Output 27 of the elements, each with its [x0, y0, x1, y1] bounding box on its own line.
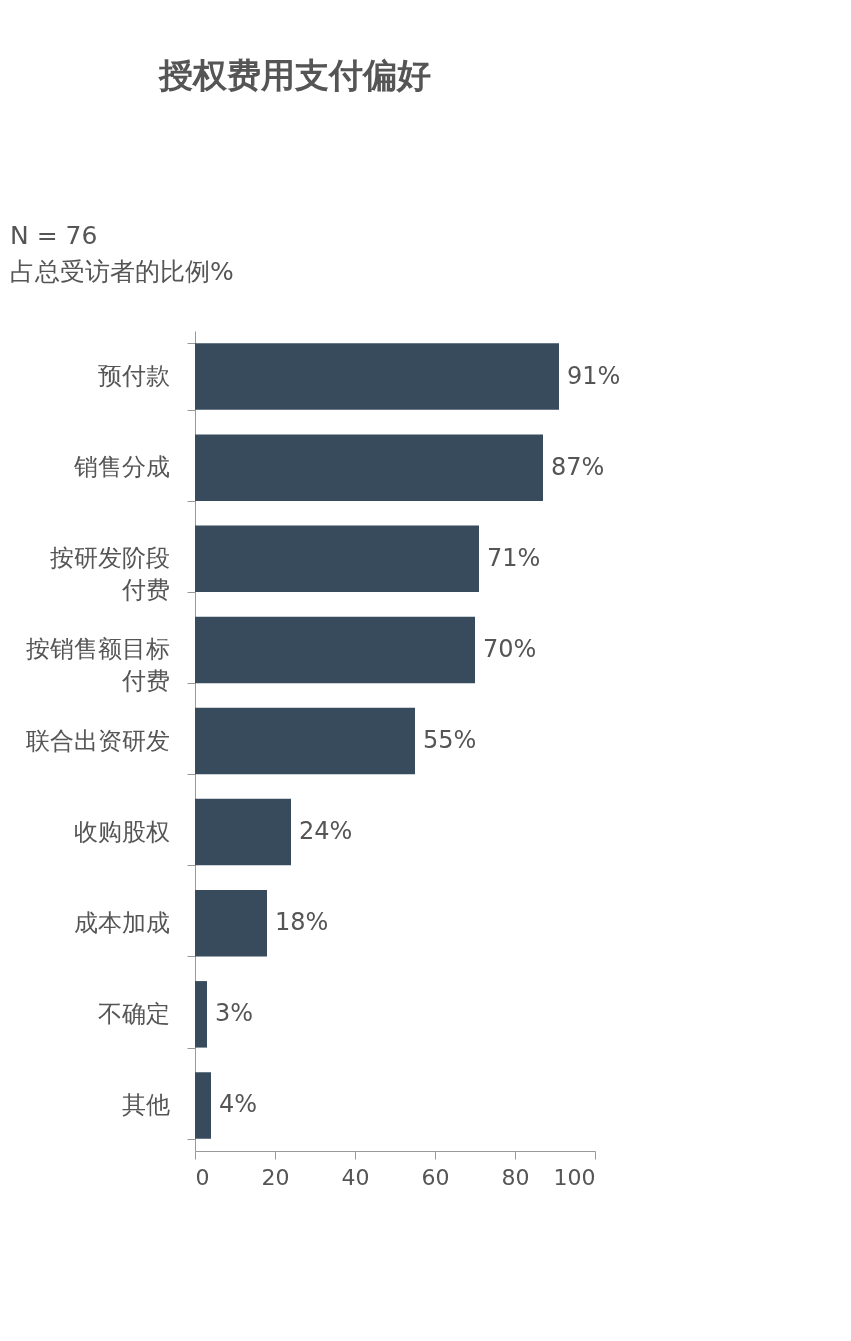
- text: 70%: [483, 634, 537, 663]
- text: 87%: [551, 452, 605, 481]
- text: 18%: [275, 908, 329, 937]
- x-tick-label: 80: [501, 1164, 530, 1190]
- x-tick-label: 0: [195, 1164, 210, 1190]
- text: 占总受访者的比例%: [10, 257, 234, 286]
- x-tick-label: 20: [261, 1164, 290, 1190]
- y-tick-label: 预付款: [97, 362, 170, 391]
- y-tick-label: 其他: [121, 1090, 170, 1119]
- x-tick-label: 60: [421, 1164, 450, 1190]
- y-tick-label: 按销售额目标付费: [25, 635, 170, 696]
- y-tick-label: 销售分成: [72, 453, 170, 482]
- text: 55%: [423, 726, 477, 754]
- text: 3%: [215, 999, 254, 1028]
- text: 91%: [567, 361, 621, 390]
- y-tick-label: 联合出资研发: [25, 726, 170, 755]
- y-tick-label: 成本加成: [73, 908, 170, 937]
- y-tick-label: 按研发阶段付费: [49, 544, 170, 605]
- y-tick-label: 收购股权: [73, 817, 170, 846]
- text: 24%: [299, 817, 353, 846]
- x-tick-label: 40: [341, 1164, 370, 1190]
- chart-title: 授权费用支付偏好: [158, 55, 431, 95]
- x-tick-label: 100: [553, 1164, 596, 1190]
- text: 4%: [219, 1090, 258, 1119]
- y-tick-label: 不确定: [97, 999, 170, 1028]
- chart-subtitle: N = 76: [10, 221, 98, 250]
- text: 71%: [487, 543, 541, 572]
